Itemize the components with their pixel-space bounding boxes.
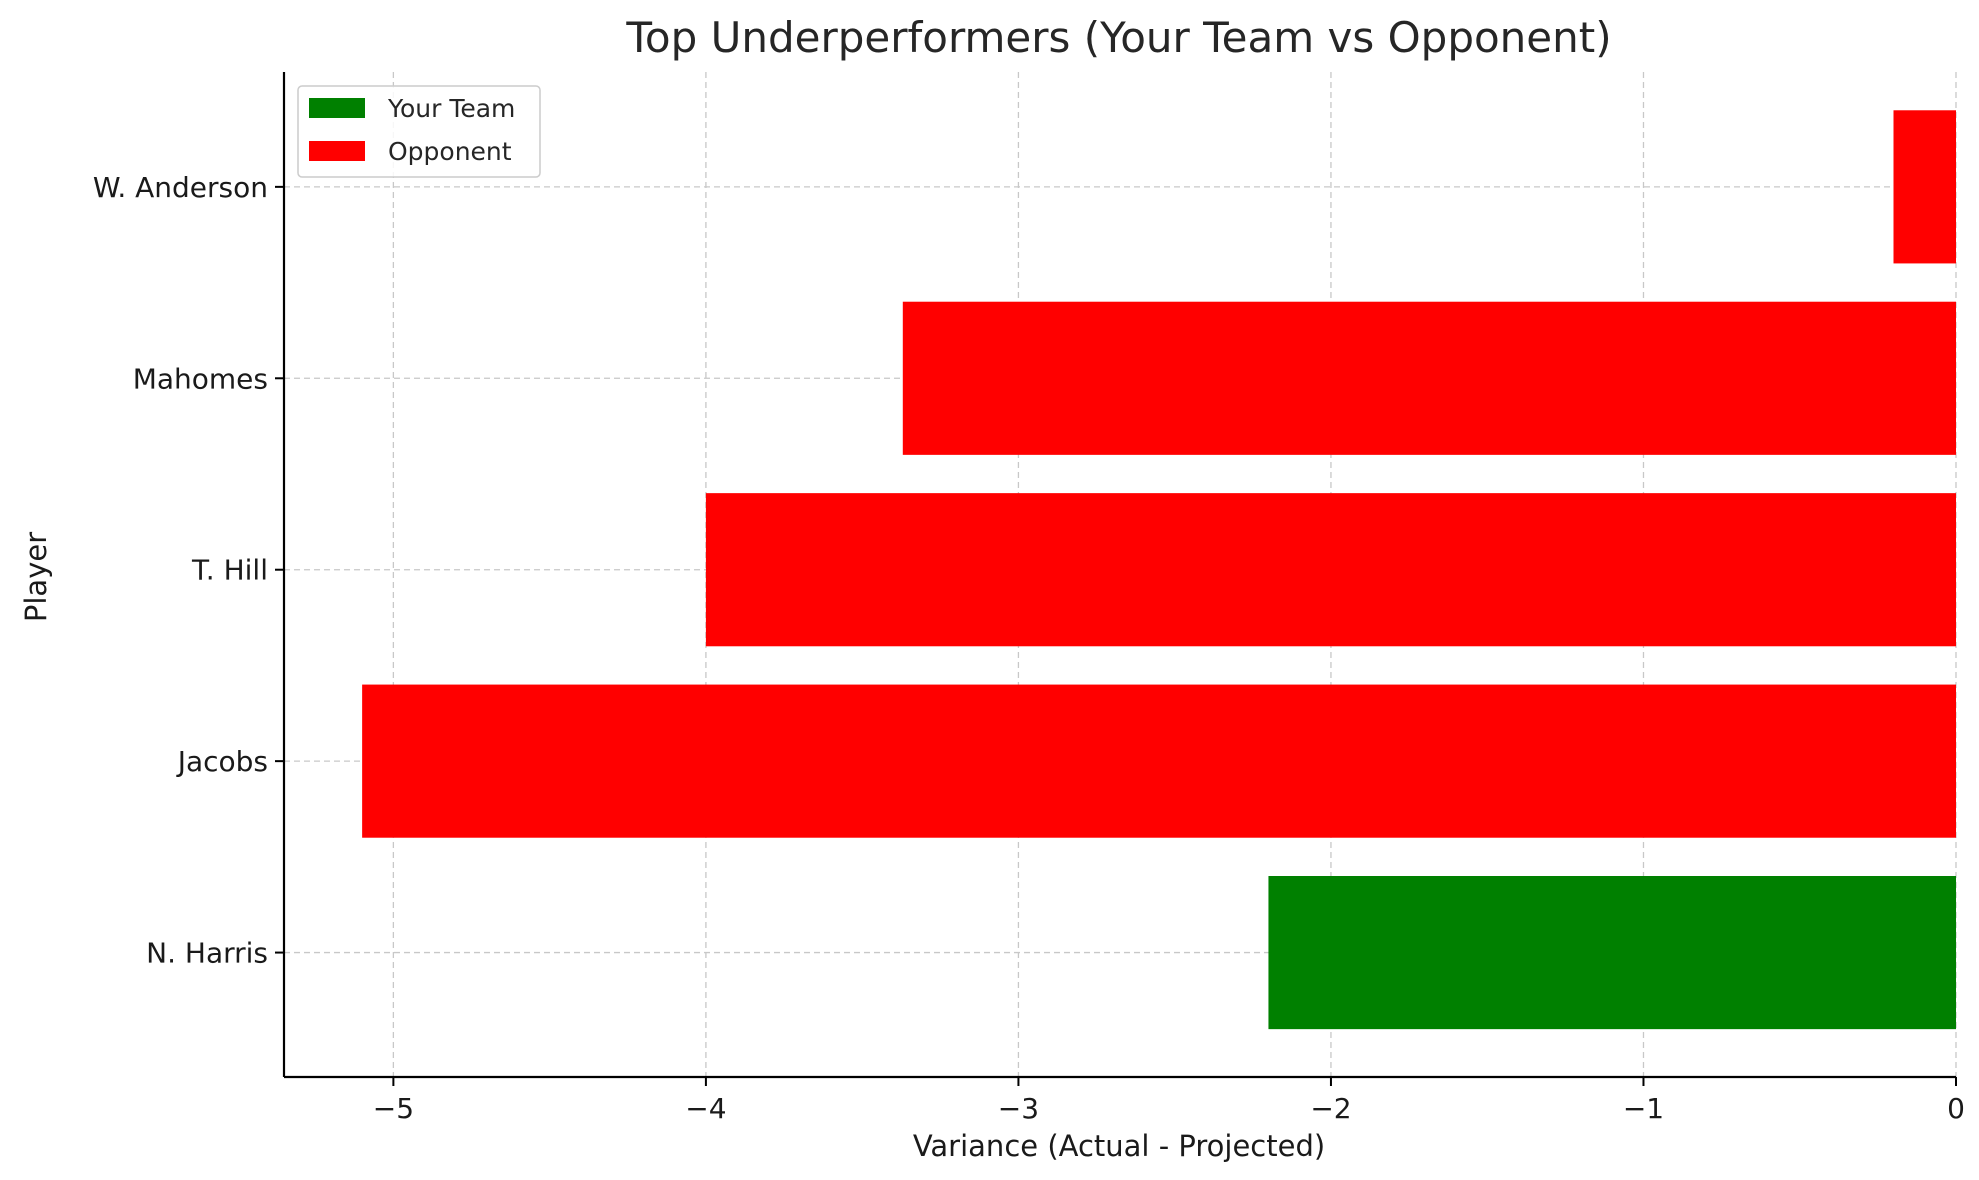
bar-n-harris [1268, 876, 1956, 1030]
y-tick-label-w-anderson: W. Anderson [93, 171, 268, 204]
y-tick-label-n-harris: N. Harris [146, 937, 268, 970]
legend-swatch-opponent [309, 141, 365, 161]
x-tick-label: 0 [1947, 1092, 1965, 1125]
x-tick-label: −1 [1623, 1092, 1664, 1125]
chart-title: Top Underperformers (Your Team vs Oppone… [625, 13, 1611, 62]
legend-swatch-your-team [309, 98, 365, 118]
y-axis-ticks: N. Harris Jacobs T. Hill Mahomes W. Anderson [93, 171, 284, 970]
x-tick-label: −5 [373, 1092, 414, 1125]
x-axis-title: Variance (Actual - Projected) [913, 1129, 1325, 1163]
x-tick-label: −2 [1310, 1092, 1351, 1125]
legend-label-your-team: Your Team [387, 94, 515, 123]
legend: Your Team Opponent [297, 85, 541, 178]
y-tick-label-jacobs: Jacobs [176, 745, 268, 778]
y-tick-label-t-hill: T. Hill [191, 554, 268, 587]
legend-label-opponent: Opponent [388, 137, 512, 166]
bar-w-anderson [1893, 110, 1956, 264]
x-axis-ticks: −5 −4 −3 −2 −1 0 [373, 1077, 1965, 1125]
bar-jacobs [362, 684, 1956, 838]
y-axis-title: Player [19, 532, 53, 622]
y-tick-label-mahomes: Mahomes [133, 362, 268, 395]
bars [362, 110, 1957, 1030]
x-tick-label: −4 [685, 1092, 726, 1125]
bar-t-hill [705, 493, 1957, 647]
x-tick-label: −3 [998, 1092, 1039, 1125]
bar-mahomes [902, 301, 1956, 455]
